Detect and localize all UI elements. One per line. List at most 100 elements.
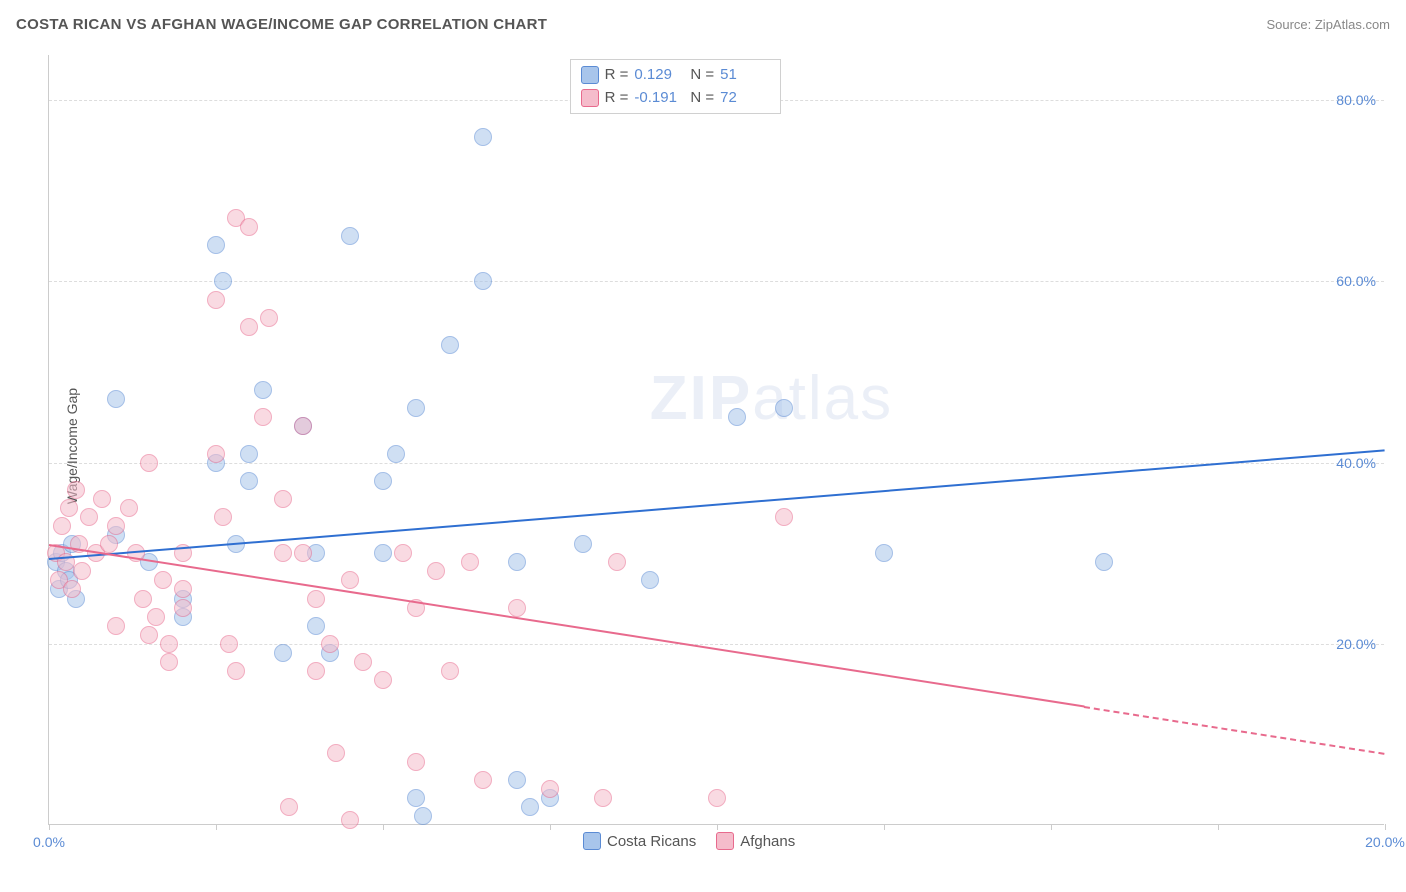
data-point [341,811,359,829]
data-point [775,508,793,526]
legend-swatch [716,832,734,850]
data-point [321,635,339,653]
data-point [214,508,232,526]
data-point [280,798,298,816]
data-point [93,490,111,508]
data-point [641,571,659,589]
legend-swatch [581,66,599,84]
data-point [374,671,392,689]
data-point [594,789,612,807]
data-point [227,662,245,680]
x-tick [216,824,217,830]
data-point [508,553,526,571]
data-point [240,218,258,236]
trend-line [49,449,1385,560]
data-point [240,318,258,336]
data-point [274,644,292,662]
x-tick [1051,824,1052,830]
data-point [374,544,392,562]
grid-line [49,644,1384,645]
legend-item: Afghans [716,832,795,850]
data-point [574,535,592,553]
stat-r-value: 0.129 [634,64,684,87]
data-point [240,472,258,490]
data-point [474,272,492,290]
data-point [60,499,78,517]
data-point [274,490,292,508]
data-point [214,272,232,290]
data-point [341,571,359,589]
data-point [374,472,392,490]
grid-line [49,463,1384,464]
x-tick [49,824,50,830]
data-point [407,789,425,807]
data-point [1095,553,1113,571]
x-tick [717,824,718,830]
data-point [274,544,292,562]
y-tick-label: 20.0% [1336,636,1376,652]
stat-n-label: N = [690,64,714,87]
data-point [387,445,405,463]
data-point [474,771,492,789]
data-point [220,635,238,653]
scatter-plot: ZIPatlas 20.0%40.0%60.0%80.0%0.0%20.0%R … [48,55,1384,825]
data-point [728,408,746,426]
data-point [474,128,492,146]
data-point [875,544,893,562]
y-tick-label: 40.0% [1336,455,1376,471]
data-point [73,562,91,580]
data-point [207,236,225,254]
data-point [154,571,172,589]
data-point [100,535,118,553]
legend-swatch [583,832,601,850]
data-point [441,336,459,354]
data-point [775,399,793,417]
data-point [427,562,445,580]
x-tick [1385,824,1386,830]
data-point [327,744,345,762]
data-point [341,227,359,245]
legend-item: Costa Ricans [583,832,696,850]
stats-legend-box: R = 0.129N = 51R = -0.191N = 72 [570,59,782,114]
data-point [354,653,372,671]
data-point [407,753,425,771]
data-point [508,771,526,789]
data-point [294,417,312,435]
legend-label: Costa Ricans [607,833,696,850]
data-point [63,580,81,598]
stat-r-label: R = [605,87,629,110]
data-point [307,590,325,608]
data-point [207,445,225,463]
chart-title: COSTA RICAN VS AFGHAN WAGE/INCOME GAP CO… [16,16,547,33]
data-point [541,780,559,798]
data-point [307,662,325,680]
watermark: ZIPatlas [650,363,893,434]
x-tick [550,824,551,830]
x-tick [383,824,384,830]
x-tick [1218,824,1219,830]
data-point [294,544,312,562]
y-tick-label: 60.0% [1336,273,1376,289]
x-tick-label: 0.0% [33,834,65,850]
data-point [254,381,272,399]
x-tick-label: 20.0% [1365,834,1405,850]
data-point [174,580,192,598]
data-point [708,789,726,807]
data-point [307,617,325,635]
data-point [107,517,125,535]
title-bar: COSTA RICAN VS AFGHAN WAGE/INCOME GAP CO… [16,16,1390,33]
stats-row: R = 0.129 N = 51 [581,64,771,87]
data-point [207,291,225,309]
data-point [80,508,98,526]
stat-r-label: R = [605,64,629,87]
data-point [441,662,459,680]
data-point [407,399,425,417]
data-point [508,599,526,617]
data-point [67,481,85,499]
data-point [140,454,158,472]
data-point [394,544,412,562]
stat-n-value: 51 [720,64,770,87]
stat-r-value: -0.191 [634,87,684,110]
data-point [140,626,158,644]
data-point [160,653,178,671]
